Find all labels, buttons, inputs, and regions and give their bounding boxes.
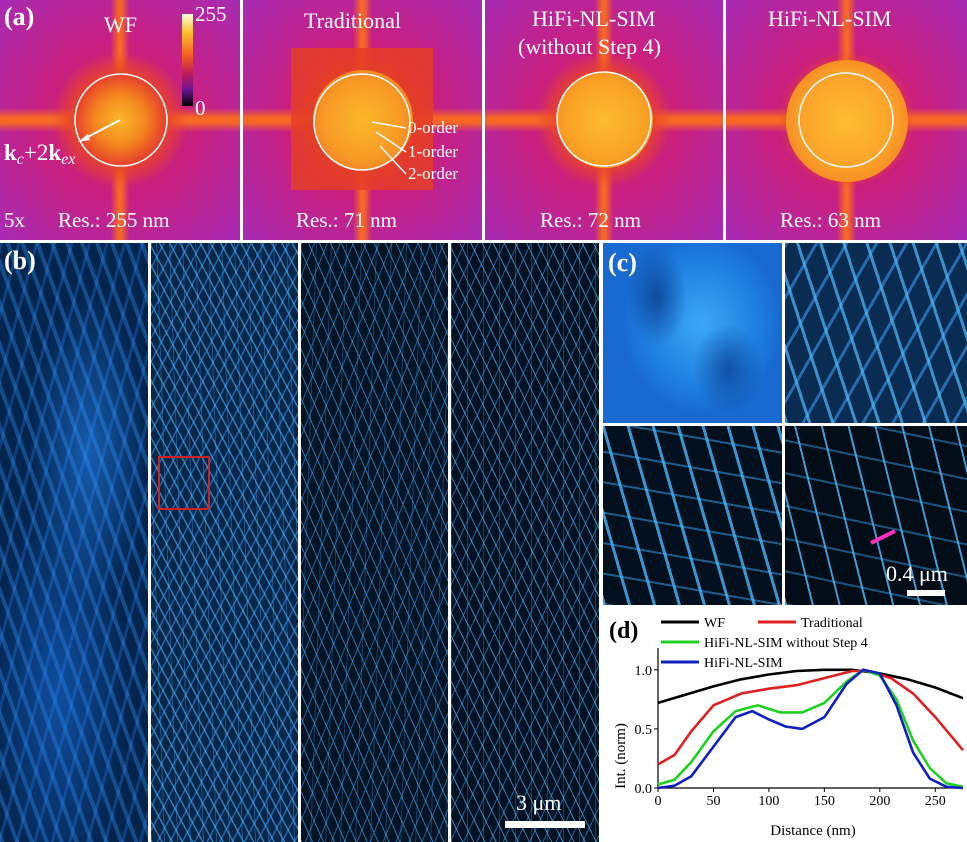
legend-entry: Traditional (801, 616, 863, 631)
micrograph-traditional (151, 243, 298, 842)
wf-magnification: 5x (4, 208, 25, 232)
scalebar-b-label: 3 μm (516, 790, 562, 815)
k-plus: +2 (23, 140, 49, 165)
series-line (657, 669, 964, 766)
wf-title: WF (104, 12, 137, 37)
x-tick-label: 150 (814, 794, 835, 809)
order2-label: 2-order (408, 164, 459, 183)
k-sub-ex: ex (61, 151, 76, 168)
scalebar-c-label: 0.4 μm (886, 561, 948, 586)
hifi-without-step4-title: HiFi-NL-SIM (532, 6, 656, 31)
k-arrow-head (78, 134, 90, 142)
legend-entry: WF (704, 616, 725, 631)
hifi-without-step4-subtitle: (without Step 4) (518, 34, 661, 59)
line-profile-marker (870, 529, 896, 545)
zoom-traditional (785, 243, 967, 423)
zoom-wf (603, 243, 782, 423)
series-line (657, 668, 964, 705)
traditional-cutoff-circle (313, 73, 411, 171)
hifi-title: HiFi-NL-SIM (768, 6, 892, 31)
scalebar-c (907, 590, 945, 596)
x-tick-label: 0 (655, 794, 662, 809)
series-line (657, 668, 964, 790)
y-tick-label: 0.5 (635, 723, 653, 738)
fft-panel-hifi (726, 0, 967, 240)
micrograph-hifi (451, 243, 599, 842)
roi-box (158, 456, 210, 510)
wf-cutoff-circle (74, 73, 168, 167)
hifi-without-step4-circle (556, 71, 652, 167)
panel-c-label: (c) (608, 248, 637, 277)
order1-pointer (375, 131, 407, 153)
x-tick-label: 100 (758, 794, 779, 809)
chart-legend: WF Traditional HiFi-NL-SIM without Step 4 H… (661, 616, 868, 671)
colorbar (182, 14, 193, 106)
fft-panel-hifi-without-step4 (485, 0, 723, 240)
k-symbol-2: k (48, 140, 62, 165)
y-tick-label: 0.0 (635, 782, 653, 797)
zoom-hifi-without-step4 (603, 426, 782, 605)
line-profile-chart: (d) 0 50 100 150 200 250 0.0 0.5 1.0 WF Tradition… (609, 616, 964, 839)
traditional-title: Traditional (304, 8, 401, 33)
panel-d-label: (d) (609, 618, 638, 644)
y-axis-label: Int. (norm) (613, 723, 629, 789)
order2-pointer (379, 145, 407, 175)
traditional-resolution: Res.: 71 nm (296, 208, 397, 232)
x-tick-label: 200 (869, 794, 890, 809)
order0-pointer (371, 121, 407, 129)
plot-area: 0 50 100 150 200 250 0.0 0.5 1.0 (635, 648, 964, 809)
micrograph-wf (0, 243, 148, 842)
legend-entry: HiFi-NL-SIM without Step 4 (704, 636, 868, 651)
order1-label: 1-order (408, 142, 459, 161)
series-line (657, 668, 964, 789)
x-tick-label: 50 (706, 794, 720, 809)
colorbar-min: 0 (195, 96, 206, 120)
hifi-resolution: Res.: 63 nm (780, 208, 881, 232)
order0-label: 0-order (408, 118, 459, 137)
panel-b-label: (b) (4, 246, 36, 275)
x-tick-label: 250 (925, 794, 946, 809)
k-symbol: k (4, 140, 17, 165)
y-tick-label: 1.0 (635, 664, 653, 679)
k-annotation: kc+2kex (4, 140, 75, 169)
scalebar-b (505, 821, 585, 828)
hifi-circle (798, 72, 894, 168)
colorbar-max: 255 (195, 2, 227, 26)
zoom-hifi (785, 426, 967, 605)
panel-a-label: (a) (4, 2, 35, 31)
k-sub-c: c (16, 151, 24, 168)
wf-resolution: Res.: 255 nm (58, 208, 170, 232)
micrograph-hifi-without-step4 (301, 243, 448, 842)
panel-a-overlay (74, 71, 894, 175)
x-axis-label: Distance (nm) (770, 823, 855, 839)
hifi-without-step4-resolution: Res.: 72 nm (540, 208, 641, 232)
legend-entry: HiFi-NL-SIM (704, 656, 783, 671)
